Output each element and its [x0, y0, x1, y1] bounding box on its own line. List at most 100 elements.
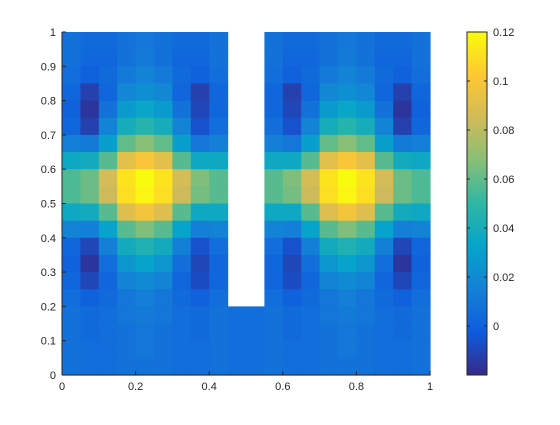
heatmap-cell — [62, 203, 81, 222]
heatmap-cell — [190, 220, 210, 239]
heatmap-cell — [154, 186, 173, 205]
heatmap-cell — [393, 152, 413, 170]
heatmap-cell — [282, 306, 302, 325]
heatmap-cell — [172, 254, 192, 273]
heatmap-cell — [264, 100, 284, 119]
heatmap-cell — [117, 49, 137, 67]
heatmap-cell — [356, 49, 376, 67]
heatmap-cell — [338, 100, 357, 119]
heatmap-cell — [117, 340, 137, 359]
x-tick-label: 0.6 — [275, 381, 290, 393]
heatmap-cell — [190, 323, 210, 342]
heatmap-cell — [98, 237, 118, 256]
heatmap-cell — [80, 117, 100, 136]
heatmap-cell — [154, 152, 173, 170]
heatmap-cell — [411, 220, 431, 239]
heatmap-cell — [172, 237, 192, 256]
heatmap-cell — [374, 237, 394, 256]
heatmap-cell — [172, 186, 192, 205]
heatmap-cell — [209, 254, 229, 273]
heatmap-cell — [98, 32, 118, 50]
heatmap-cell — [190, 66, 210, 85]
heatmap-cell — [98, 152, 118, 170]
heatmap-cell — [117, 272, 137, 290]
heatmap-cell — [62, 169, 81, 187]
heatmap-cell — [172, 49, 192, 67]
heatmap-cell — [282, 134, 302, 153]
heatmap-cell — [301, 357, 321, 376]
heatmap-cell — [319, 152, 339, 170]
heatmap-cell — [246, 323, 265, 342]
heatmap-cell — [301, 134, 321, 153]
heatmap-cell — [319, 220, 339, 239]
heatmap-cell — [282, 272, 302, 290]
heatmap-cell — [319, 66, 339, 85]
heatmap-cell — [356, 134, 376, 153]
heatmap-cell — [98, 117, 118, 136]
heatmap-cell — [135, 220, 155, 239]
y-tick-label: 0.3 — [41, 267, 56, 279]
heatmap-cell — [264, 237, 284, 256]
heatmap-cell — [135, 340, 155, 359]
heatmap-cell — [301, 117, 321, 136]
colorbar-tick-label: 0.04 — [493, 223, 514, 235]
heatmap-cell — [264, 254, 284, 273]
heatmap-cell — [319, 340, 339, 359]
y-axis: 0 0.1 0.2 0.3 0.4 0.5 0.6 0.7 0.8 0.9 1 — [41, 27, 66, 382]
heatmap-cell — [338, 220, 357, 239]
heatmap-cell — [393, 32, 413, 50]
heatmap-cell — [80, 32, 100, 50]
heatmap-cell — [393, 357, 413, 376]
heatmap-cell — [393, 272, 413, 290]
heatmap-cell — [62, 357, 81, 376]
heatmap-cell — [374, 83, 394, 102]
heatmap-cell — [301, 186, 321, 205]
heatmap-cell — [117, 357, 137, 376]
heatmap-cell — [411, 306, 431, 325]
heatmap-cell — [135, 237, 155, 256]
heatmap-cell — [282, 66, 302, 85]
heatmap-cell — [319, 117, 339, 136]
heatmap-cell — [393, 220, 413, 239]
heatmap-cell — [172, 272, 192, 290]
heatmap-cell — [301, 49, 321, 67]
heatmap-cell — [154, 357, 173, 376]
heatmap-cell — [98, 66, 118, 85]
heatmap-cell — [209, 237, 229, 256]
heatmap-cell — [338, 306, 357, 325]
heatmap-cell — [356, 237, 376, 256]
heatmap-cell — [172, 32, 192, 50]
heatmap-cell — [301, 66, 321, 85]
heatmap-cell — [117, 100, 137, 119]
heatmap-cell — [338, 289, 357, 307]
heatmap-cell — [209, 340, 229, 359]
heatmap-cell — [190, 32, 210, 50]
heatmap-cell — [190, 254, 210, 273]
heatmap-cell — [154, 32, 173, 50]
heatmap-cell — [80, 100, 100, 119]
heatmap-cell — [117, 254, 137, 273]
heatmap-cell — [172, 134, 192, 153]
y-tick-label: 0.5 — [41, 199, 56, 211]
heatmap-cell — [264, 220, 284, 239]
heatmap-cell — [374, 323, 394, 342]
heatmap-cell — [282, 100, 302, 119]
colorbar-tick-label: 0.08 — [493, 125, 514, 137]
heatmap-cell — [264, 152, 284, 170]
y-tick-label: 1 — [50, 27, 56, 39]
y-tick-label: 0 — [50, 370, 56, 382]
heatmap-cell — [209, 66, 229, 85]
heatmap-cell — [154, 83, 173, 102]
heatmap-cell — [62, 152, 81, 170]
heatmap-cell — [190, 117, 210, 136]
heatmap-cell — [264, 49, 284, 67]
heatmap-cell — [319, 357, 339, 376]
heatmap-cell — [172, 306, 192, 325]
heatmap-cell — [374, 66, 394, 85]
heatmap-cell — [319, 83, 339, 102]
heatmap-cell — [117, 169, 137, 187]
heatmap-cell — [98, 203, 118, 222]
heatmap-cell — [301, 289, 321, 307]
heatmap-cell — [80, 49, 100, 67]
